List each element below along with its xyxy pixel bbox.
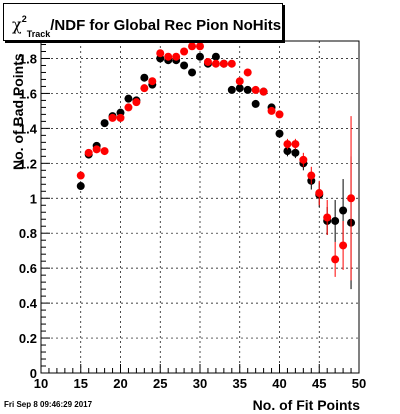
data-point — [148, 77, 157, 86]
data-point — [100, 119, 109, 128]
x-tick-label: 20 — [113, 376, 127, 391]
x-tick-label: 45 — [312, 376, 326, 391]
data-point — [100, 147, 109, 156]
data-point — [203, 57, 212, 66]
y-tick-label: 0 — [30, 366, 37, 381]
data-point — [180, 47, 189, 56]
timestamp-footer: Fri Sep 8 09:46:29 2017 — [4, 400, 93, 409]
data-point — [275, 110, 284, 119]
data-point — [188, 68, 197, 77]
axis-ticks — [40, 43, 360, 374]
data-point — [76, 171, 85, 180]
data-point — [164, 52, 173, 61]
data-point — [92, 145, 101, 154]
data-point — [76, 182, 85, 191]
title-sub: Track — [26, 29, 51, 39]
data-point — [291, 140, 300, 149]
series-0 — [76, 52, 356, 290]
data-point — [347, 194, 356, 203]
data-point — [251, 99, 260, 108]
data-point — [227, 85, 236, 94]
title-chi: χ — [12, 15, 22, 34]
y-tick-label: 0.8 — [19, 226, 37, 241]
data-point — [307, 171, 316, 180]
data-point — [219, 59, 228, 68]
data-point — [196, 52, 204, 61]
title-rest: /NDF for Global Rec Pion NoHits — [50, 17, 282, 34]
data-point — [156, 49, 165, 58]
data-point — [243, 85, 252, 94]
y-tick-label: 0.2 — [19, 331, 37, 346]
title-sup: 2 — [21, 14, 27, 24]
data-point — [116, 113, 125, 122]
data-point — [275, 129, 284, 138]
data-point — [291, 148, 300, 157]
data-point — [227, 59, 236, 68]
data-point — [235, 84, 244, 93]
chart-title-box: χ2 Track/NDF for Global Rec Pion NoHits — [3, 3, 283, 41]
data-series — [76, 42, 356, 290]
data-point — [124, 94, 133, 103]
y-tick-label: 1 — [30, 191, 37, 206]
data-point — [188, 42, 197, 51]
data-point — [211, 59, 220, 68]
data-point — [267, 106, 276, 115]
x-tick-label: 40 — [272, 376, 286, 391]
data-point — [132, 98, 141, 107]
data-point — [140, 73, 149, 82]
data-point — [283, 140, 292, 149]
data-point — [331, 255, 340, 264]
x-tick-label: 25 — [153, 376, 167, 391]
y-axis-label: No. of Bad Points — [10, 53, 26, 170]
x-tick-label: 35 — [233, 376, 247, 391]
data-point — [180, 61, 189, 70]
data-point — [140, 84, 149, 93]
data-point — [299, 155, 308, 164]
grid-lines — [41, 41, 359, 373]
y-tick-label: 0.6 — [19, 261, 37, 276]
data-point — [339, 241, 348, 250]
data-point — [331, 216, 340, 225]
data-point — [251, 85, 260, 94]
series-1 — [76, 42, 356, 281]
data-point — [196, 42, 204, 51]
x-tick-label: 50 — [352, 376, 366, 391]
data-point — [323, 213, 332, 222]
y-tick-label: 0.4 — [19, 296, 38, 311]
data-point — [124, 103, 133, 112]
data-point — [235, 77, 244, 86]
data-point — [84, 148, 93, 157]
x-tick-label: 30 — [193, 376, 207, 391]
y-tick-label: 1.2 — [19, 156, 37, 171]
data-point — [315, 189, 324, 198]
y-tick-label: 1.4 — [19, 121, 38, 136]
tick-labels: 10 15 20 25 30 35 40 45 50 0 0.2 0.4 0.6 0.8 1 1.2 1.4 1.… — [19, 51, 366, 391]
data-point — [243, 68, 252, 77]
y-tick-label: 1.8 — [19, 51, 37, 66]
data-point — [259, 87, 268, 96]
data-point — [108, 113, 117, 122]
data-point — [172, 52, 181, 61]
x-tick-label: 15 — [74, 376, 88, 391]
y-tick-label: 1.6 — [19, 86, 37, 101]
data-point — [211, 52, 220, 61]
data-point — [283, 147, 292, 156]
x-tick-label: 10 — [34, 376, 48, 391]
chart-title: χ2 Track/NDF for Global Rec Pion NoHits — [12, 14, 282, 39]
data-point — [339, 206, 348, 215]
x-axis-label: No. of Fit Points — [252, 397, 360, 413]
